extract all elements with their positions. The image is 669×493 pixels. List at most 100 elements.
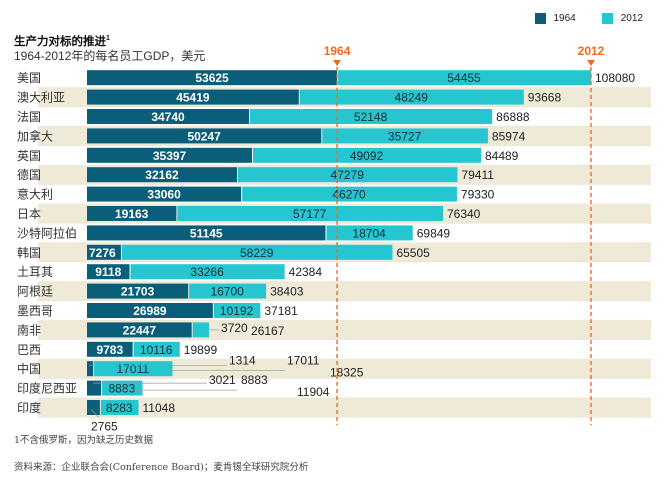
- category-label: 日本: [17, 207, 41, 221]
- total-label: 79330: [461, 188, 495, 202]
- bar-1964: [87, 206, 177, 221]
- total-label: 19899: [184, 343, 218, 357]
- value-label-2012: 58229: [240, 246, 274, 260]
- value-label-1964: 50247: [187, 129, 221, 143]
- category-label: 法国: [17, 110, 41, 124]
- total-label: 18325: [330, 366, 364, 380]
- bar-1964: [87, 283, 189, 299]
- total-label: 69849: [417, 226, 451, 240]
- reference-marker-2012: [587, 60, 595, 66]
- value-label-1964: 21703: [121, 285, 155, 299]
- value-label-2012: 8883: [241, 373, 268, 387]
- bar-2012: [322, 128, 488, 144]
- value-label-2012: 8283: [106, 401, 133, 415]
- bar-2012: [326, 225, 413, 241]
- value-label-1964: 34740: [151, 110, 185, 124]
- value-label-2012: 49092: [350, 149, 384, 163]
- bar-1964: [87, 128, 322, 144]
- category-label: 巴西: [17, 343, 41, 357]
- legend-swatch-1964: [534, 13, 546, 24]
- total-label: 65505: [396, 246, 430, 260]
- bar-1964: [87, 303, 213, 318]
- value-label-2012: 35727: [388, 129, 422, 143]
- total-label: 84489: [485, 149, 519, 163]
- value-label-2012: 46270: [332, 188, 366, 202]
- chart-legend: 1964 2012: [509, 13, 643, 24]
- bar-1964: [87, 400, 100, 415]
- value-label-2012: 47279: [331, 168, 365, 182]
- category-label: 加拿大: [17, 128, 53, 143]
- bar-2012: [338, 70, 591, 86]
- source-note: 资料来源：企业联合会(Conference Board)；麦肯锡全球研究院分析: [14, 462, 309, 473]
- total-label: 42384: [289, 265, 323, 279]
- category-label: 南非: [17, 322, 41, 337]
- total-label: 11904: [297, 385, 330, 399]
- total-label: 37181: [264, 304, 298, 318]
- title-footnote-mark: 1: [106, 35, 110, 43]
- category-label: 墨西哥: [17, 304, 53, 318]
- total-label: 108080: [595, 71, 635, 85]
- legend-swatch-2012: [601, 13, 613, 24]
- value-label-2012: 57177: [293, 207, 327, 221]
- leader-line: [90, 409, 100, 418]
- category-label: 澳大利亚: [17, 91, 65, 105]
- legend-item-2012: 2012: [601, 13, 643, 24]
- category-label: 印度: [17, 400, 41, 415]
- value-label-2012: 52148: [354, 110, 388, 124]
- bar-1964: [87, 70, 338, 86]
- total-label: 11048: [143, 401, 176, 415]
- category-label: 印度尼西亚: [17, 381, 77, 396]
- total-label: 26167: [251, 324, 285, 338]
- value-label-1964: 2765: [91, 420, 118, 434]
- value-label-1964: 1314: [229, 354, 256, 368]
- total-label: 38403: [270, 285, 304, 299]
- reference-label-1964: 1964: [324, 44, 351, 58]
- category-label: 美国: [17, 71, 41, 85]
- reference-label-2012: 2012: [578, 44, 605, 58]
- value-label-1964: 9783: [96, 343, 123, 357]
- category-label: 德国: [17, 167, 41, 182]
- bar-2012: [100, 400, 139, 415]
- category-label: 阿根廷: [17, 285, 53, 299]
- category-label: 意大利: [17, 187, 53, 202]
- total-label: 79411: [461, 168, 494, 182]
- total-label: 85974: [492, 129, 526, 143]
- bar-2012: [253, 147, 481, 163]
- value-label-1964: 53625: [195, 71, 229, 85]
- bar-2012: [213, 303, 261, 318]
- value-label-1964: 33060: [147, 188, 181, 202]
- value-label-1964: 45419: [176, 91, 210, 105]
- category-label: 中国: [17, 361, 41, 376]
- total-label: 93668: [528, 91, 562, 105]
- bar-2012: [189, 283, 267, 299]
- category-label: 韩国: [17, 245, 41, 260]
- bar-1964: [87, 244, 121, 260]
- bar-2012: [102, 380, 143, 396]
- category-label: 土耳其: [17, 265, 53, 279]
- legend-label-1964: 1964: [553, 13, 576, 24]
- value-label-2012: 8883: [108, 382, 135, 396]
- value-label-1964: 3021: [209, 373, 236, 387]
- reference-marker-1964: [333, 60, 342, 66]
- bar-2012: [250, 109, 493, 124]
- bar-2012: [94, 361, 173, 377]
- bar-2012: [133, 341, 180, 357]
- bar-1964: [87, 341, 133, 357]
- value-label-2012: 54455: [447, 71, 481, 85]
- value-label-2012: 33266: [190, 265, 224, 279]
- bar-1964: [87, 167, 237, 183]
- footnote: 1不含俄罗斯，因为缺乏历史数据: [14, 435, 154, 446]
- bar-1964: [87, 322, 192, 338]
- row-band: [38, 397, 651, 418]
- value-label-1964: 26989: [133, 304, 167, 318]
- value-label-1964: 7276: [89, 246, 116, 260]
- value-label-2012: 17011: [287, 354, 320, 368]
- bar-2012: [242, 186, 457, 202]
- category-label: 沙特阿拉伯: [17, 225, 77, 240]
- chart-title: 生产力对标的推进1: [14, 33, 110, 49]
- value-label-1964: 22447: [123, 323, 157, 337]
- bar-2012: [192, 322, 210, 338]
- bar-2012: [237, 167, 458, 183]
- bar-2012: [121, 244, 393, 260]
- category-label: 英国: [17, 149, 41, 163]
